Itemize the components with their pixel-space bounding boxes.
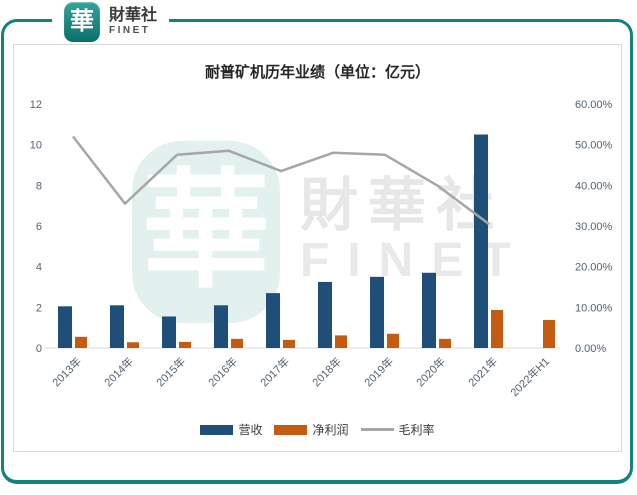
svg-text:4: 4 <box>36 262 42 274</box>
performance-chart: 0 2 4 6 8 10 12 0.00% 10.00% 20.00% 30.00% 40.00% 50… <box>30 99 613 399</box>
svg-text:12: 12 <box>30 99 42 111</box>
svg-text:2019年: 2019年 <box>361 354 396 389</box>
svg-text:2013年: 2013年 <box>49 354 84 389</box>
svg-text:20.00%: 20.00% <box>575 262 613 274</box>
svg-text:2015年: 2015年 <box>153 354 188 389</box>
chart-panel: 耐普矿机历年业绩（单位：亿元） 華 財華社 FINET 0 2 4 6 8 10 12 0.0… <box>13 44 622 452</box>
svg-text:2020年: 2020年 <box>413 354 448 389</box>
bar-series <box>58 134 555 348</box>
svg-text:60.00%: 60.00% <box>575 99 613 111</box>
svg-text:0: 0 <box>36 343 42 355</box>
svg-text:0.00%: 0.00% <box>575 343 606 355</box>
axes: 0 2 4 6 8 10 12 0.00% 10.00% 20.00% 30.00% 40.00% 50… <box>30 99 613 399</box>
svg-text:10.00%: 10.00% <box>575 302 613 314</box>
svg-text:40.00%: 40.00% <box>575 180 613 192</box>
legend-swatch-revenue <box>200 424 234 435</box>
svg-text:2014年: 2014年 <box>101 354 136 389</box>
legend-item-gross-margin: 毛利率 <box>360 421 435 438</box>
legend-swatch-gross-margin <box>360 428 394 431</box>
svg-text:2018年: 2018年 <box>309 354 344 389</box>
brand-text: 財華社 FINET <box>109 7 157 37</box>
svg-text:2021年: 2021年 <box>465 354 500 389</box>
hua-badge-icon: 華 <box>64 2 100 42</box>
legend-item-revenue: 营收 <box>200 421 262 438</box>
svg-text:50.00%: 50.00% <box>575 140 613 152</box>
svg-text:30.00%: 30.00% <box>575 221 613 233</box>
brand-logo: 華 財華社 FINET <box>52 0 170 44</box>
legend-label-net-profit: 净利润 <box>312 423 349 437</box>
chart-title: 耐普矿机历年业绩（单位：亿元） <box>204 64 430 81</box>
brand-name-cn: 財華社 <box>109 7 158 25</box>
svg-text:2022年H1: 2022年H1 <box>507 354 552 399</box>
svg-text:6: 6 <box>36 221 42 233</box>
svg-text:2016年: 2016年 <box>205 354 240 389</box>
hua-glyph: 華 <box>70 8 94 35</box>
brand-name-en: FINET <box>109 24 151 36</box>
legend-swatch-net-profit <box>274 424 308 435</box>
svg-text:2: 2 <box>36 302 42 314</box>
chart-legend: 营收 净利润 毛利率 <box>14 421 621 438</box>
legend-item-net-profit: 净利润 <box>274 421 349 438</box>
legend-label-revenue: 营收 <box>238 423 263 437</box>
svg-text:8: 8 <box>36 180 42 192</box>
svg-text:10: 10 <box>30 140 42 152</box>
svg-text:2017年: 2017年 <box>257 354 292 389</box>
legend-label-gross-margin: 毛利率 <box>398 423 435 437</box>
line-series <box>72 135 490 226</box>
